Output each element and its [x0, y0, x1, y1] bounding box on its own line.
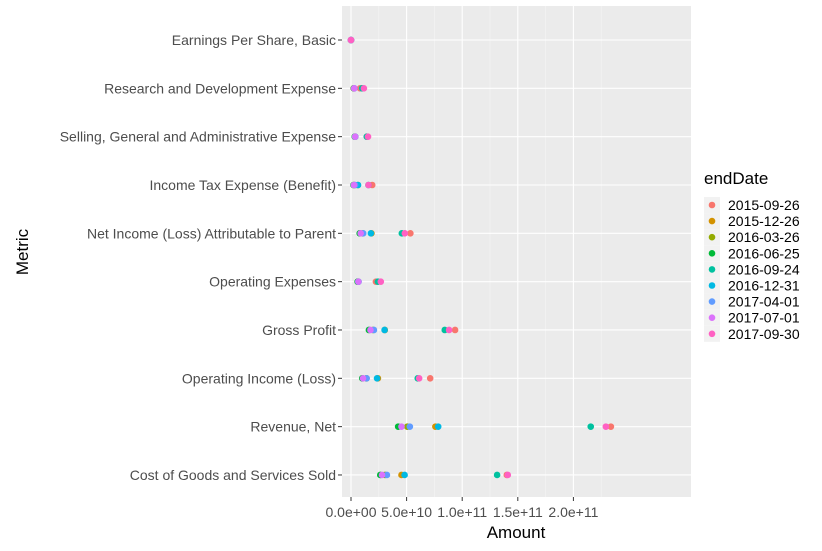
legend-label: 2016-12-31: [728, 278, 800, 294]
x-tick-label: 2.0e+11: [548, 504, 598, 520]
data-point: [378, 471, 386, 479]
data-point: [360, 85, 368, 92]
data-point: [377, 278, 385, 285]
data-point: [434, 423, 442, 430]
legend-label: 2015-12-26: [728, 213, 800, 229]
x-tick-label: 1.0e+11: [437, 504, 487, 520]
data-point: [357, 230, 364, 237]
data-point: [607, 423, 615, 430]
data-point: [359, 375, 367, 382]
data-point: [451, 326, 459, 334]
legend-label: 2017-07-01: [728, 310, 800, 326]
x-tick-label: 1.5e+11: [493, 504, 543, 520]
data-point: [350, 181, 358, 189]
data-point: [445, 326, 453, 334]
data-point: [415, 375, 423, 382]
data-point: [401, 230, 409, 237]
legend-marker: [708, 201, 716, 209]
data-point: [398, 423, 405, 430]
y-tick-label: Operating Expenses: [209, 274, 336, 290]
y-tick-label: Net Income (Loss) Attributable to Parent: [87, 225, 336, 241]
data-points: [347, 36, 615, 479]
legend-marker: [708, 233, 716, 241]
y-tick-label: Earnings Per Share, Basic: [172, 32, 336, 48]
data-point: [367, 326, 374, 334]
data-point: [347, 36, 355, 44]
x-tick-label: 5.0e+10: [381, 504, 432, 520]
legend-marker: [708, 282, 716, 289]
x-axis: 0.0e+00 5.0e+10 1.0e+11 1.5e+11 2.0e+11: [326, 497, 599, 520]
legend-label: 2017-09-30: [728, 326, 800, 342]
y-tick-label: Cost of Goods and Services Sold: [130, 467, 336, 483]
data-point: [381, 326, 388, 334]
legend-label: 2017-04-01: [728, 294, 800, 310]
legend-marker: [708, 314, 716, 322]
y-axis: Earnings Per Share, Basic Research and De…: [60, 32, 342, 483]
x-axis-title: Amount: [487, 523, 546, 542]
x-tick-label: 0.0e+00: [326, 504, 377, 520]
legend-marker: [708, 250, 716, 257]
data-point: [364, 133, 372, 140]
data-point: [373, 375, 381, 382]
data-point: [355, 278, 362, 285]
data-point: [406, 423, 414, 430]
data-point: [493, 471, 501, 479]
legend-label: 2016-09-24: [728, 261, 800, 277]
legend-marker: [708, 266, 716, 273]
data-point: [407, 230, 414, 237]
y-tick-label: Operating Income (Loss): [182, 370, 336, 386]
legend-label: 2016-06-25: [728, 245, 800, 261]
legend-marker: [708, 330, 716, 338]
data-point: [401, 471, 408, 479]
data-point: [504, 471, 512, 479]
data-point: [367, 230, 375, 237]
data-point: [426, 375, 434, 382]
data-point: [587, 423, 595, 430]
y-tick-label: Revenue, Net: [250, 419, 336, 435]
legend: endDate 2015-09-262015-12-262016-03-2620…: [704, 169, 800, 342]
y-tick-label: Research and Development Expense: [104, 80, 336, 96]
data-point: [350, 85, 358, 92]
data-point: [383, 471, 391, 479]
y-axis-title: Metric: [13, 228, 32, 275]
legend-title: endDate: [704, 169, 768, 188]
legend-marker: [708, 298, 716, 305]
y-tick-label: Gross Profit: [262, 322, 336, 338]
legend-marker: [708, 217, 716, 225]
data-point: [351, 133, 359, 140]
legend-label: 2015-09-26: [728, 197, 800, 213]
plot-panel: [342, 6, 691, 497]
legend-label: 2016-03-26: [728, 229, 800, 245]
y-tick-label: Income Tax Expense (Benefit): [149, 177, 336, 193]
data-point: [602, 423, 610, 430]
y-tick-label: Selling, General and Administrative Expe…: [60, 129, 336, 145]
data-point: [365, 181, 372, 189]
